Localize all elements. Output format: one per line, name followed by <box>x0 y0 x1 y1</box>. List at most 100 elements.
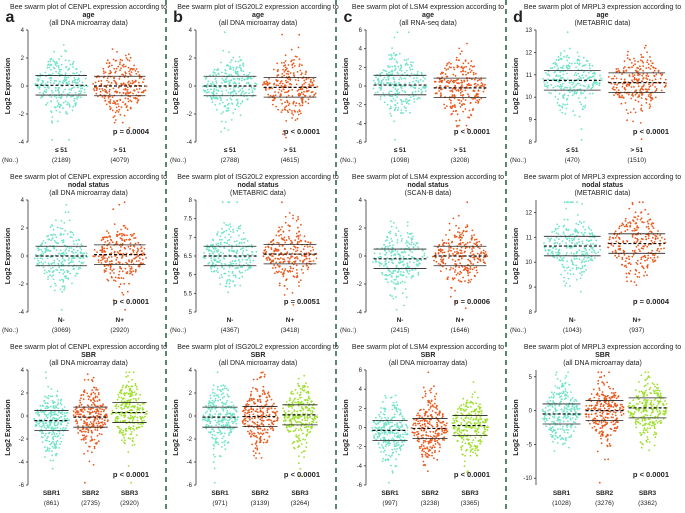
data-point <box>57 65 60 67</box>
data-point <box>391 65 394 68</box>
data-point <box>434 253 437 256</box>
data-point <box>444 262 447 265</box>
data-point <box>280 233 282 236</box>
chart-subtitle: nodal status <box>237 182 278 189</box>
data-point <box>231 247 233 250</box>
data-point <box>268 423 270 426</box>
data-point <box>136 101 139 104</box>
data-point <box>260 423 263 425</box>
data-point <box>100 405 103 408</box>
data-point <box>228 278 231 281</box>
data-point <box>386 257 389 259</box>
y-tick-label: 4 <box>359 198 363 204</box>
data-point <box>268 413 271 416</box>
data-point <box>455 89 458 92</box>
data-point <box>213 445 216 447</box>
data-point <box>121 291 124 294</box>
data-point <box>222 424 225 426</box>
data-point <box>295 83 298 86</box>
data-point <box>236 266 238 269</box>
data-point <box>232 89 235 92</box>
data-point <box>251 420 254 423</box>
data-point <box>218 102 221 105</box>
data-point <box>462 110 464 113</box>
data-point <box>265 80 268 83</box>
data-point <box>219 283 222 286</box>
data-point <box>273 68 275 71</box>
data-point <box>41 405 44 408</box>
data-point <box>236 201 239 204</box>
data-point <box>115 258 118 261</box>
data-point <box>299 387 302 390</box>
chart-dataset: (all DNA microarray data) <box>49 20 128 27</box>
data-point <box>211 85 214 88</box>
data-point <box>396 239 399 241</box>
data-point <box>112 116 115 119</box>
data-point <box>122 63 125 66</box>
data-point <box>139 404 142 407</box>
data-point <box>287 235 290 238</box>
data-point <box>469 71 472 74</box>
data-point <box>136 426 138 429</box>
y-tick-label: 2 <box>189 56 193 62</box>
data-point <box>145 412 148 415</box>
data-point <box>248 88 250 91</box>
data-point <box>232 274 235 277</box>
data-point <box>110 260 113 263</box>
data-point <box>266 396 268 399</box>
data-point <box>454 260 457 262</box>
data-point <box>224 69 227 71</box>
data-point <box>35 411 37 414</box>
data-point <box>39 73 42 75</box>
data-point <box>48 440 51 443</box>
data-point <box>301 102 304 104</box>
data-point <box>134 237 137 239</box>
data-point <box>219 398 222 401</box>
data-point <box>297 377 300 380</box>
data-point <box>305 434 308 436</box>
data-point <box>258 424 261 427</box>
data-point <box>139 411 142 414</box>
data-point <box>44 402 47 404</box>
data-point <box>464 230 467 233</box>
data-point <box>121 242 124 245</box>
data-point <box>118 391 121 394</box>
data-point <box>114 280 117 282</box>
data-point <box>396 102 399 104</box>
data-point <box>393 58 396 61</box>
data-point <box>410 72 413 75</box>
data-point <box>56 269 59 271</box>
data-point <box>210 267 213 270</box>
data-point <box>51 467 54 470</box>
data-point <box>393 69 396 72</box>
data-point <box>291 252 294 255</box>
data-point <box>86 404 89 406</box>
data-point <box>145 85 148 88</box>
data-point <box>466 242 469 244</box>
data-point <box>84 481 86 484</box>
y-tick-label: 7 <box>189 235 193 241</box>
data-point <box>53 50 55 53</box>
data-point <box>312 249 315 251</box>
data-point <box>407 236 410 238</box>
data-point <box>289 257 291 260</box>
data-point <box>65 66 67 69</box>
data-point <box>134 269 137 271</box>
data-point <box>394 88 397 90</box>
data-point <box>224 403 227 406</box>
data-point <box>268 77 270 80</box>
data-point <box>302 432 304 435</box>
data-point <box>281 33 283 36</box>
data-point <box>82 398 85 401</box>
data-point <box>211 252 214 254</box>
data-point <box>123 65 125 68</box>
data-point <box>70 95 72 98</box>
data-point <box>477 83 479 86</box>
data-point <box>227 129 230 131</box>
y-tick-label: -2 <box>19 112 25 118</box>
data-point <box>458 82 460 85</box>
data-point <box>254 452 257 455</box>
data-point <box>103 247 106 250</box>
y-tick-label: -4 <box>19 140 25 146</box>
data-point <box>45 415 48 418</box>
